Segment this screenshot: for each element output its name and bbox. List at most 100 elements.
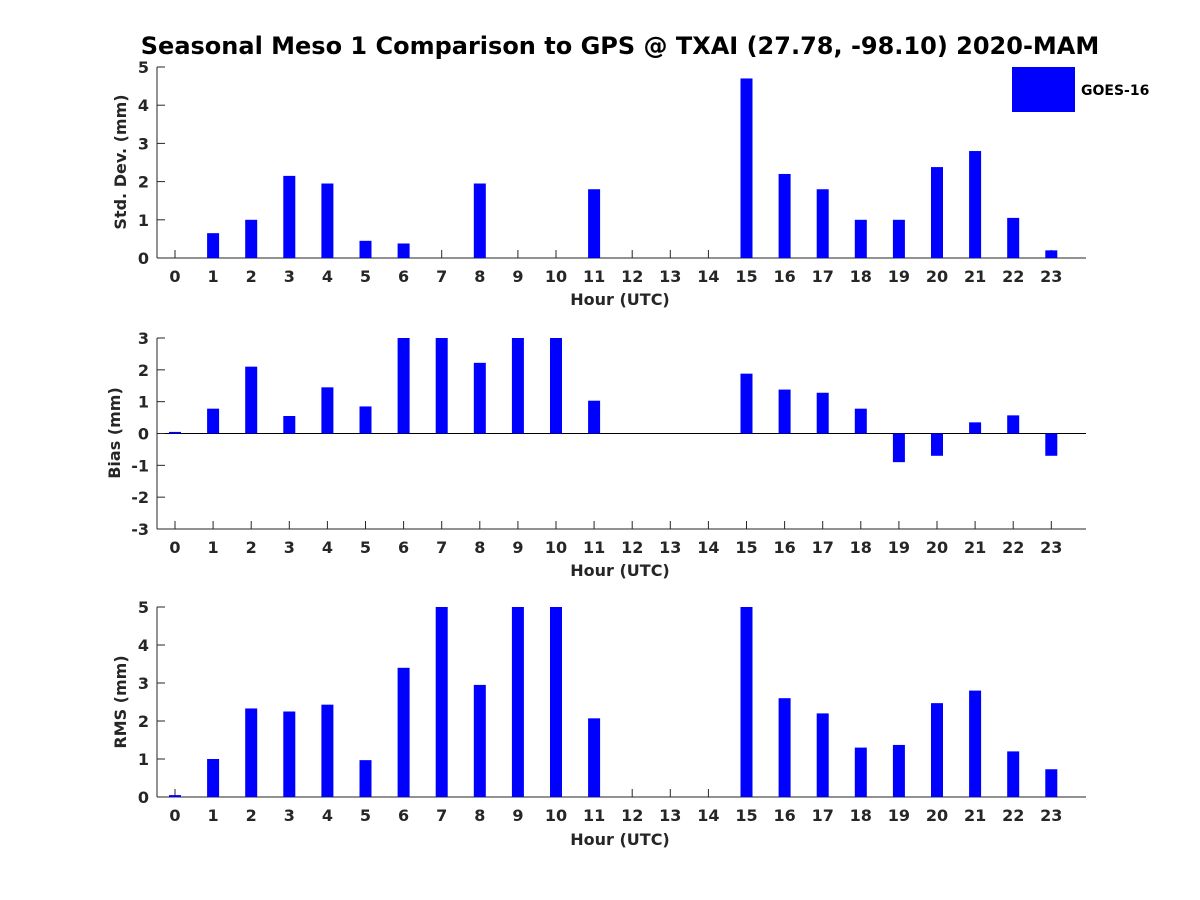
bias-bar-hour-11 [588, 400, 601, 434]
bias-bar-hour-1 [207, 408, 220, 434]
std-dev-xtick-label: 1 [208, 267, 219, 286]
bias-xtick-label: 15 [735, 538, 757, 557]
std-dev-xlabel: Hour (UTC) [570, 290, 670, 309]
rms-ytick-label: 0 [138, 788, 149, 807]
std-dev-xtick-label: 14 [697, 267, 719, 286]
bias-bar-hour-3 [283, 415, 296, 434]
bias-xtick-label: 5 [360, 538, 371, 557]
rms-xtick-label: 10 [545, 806, 567, 825]
bias-bar-hour-19 [892, 433, 905, 463]
rms-xtick-label: 21 [964, 806, 986, 825]
rms-xtick-label: 18 [850, 806, 872, 825]
bias-bar-hour-23 [1045, 433, 1058, 456]
bias-bar-hour-15 [740, 373, 753, 434]
bias-xtick-label: 7 [436, 538, 447, 557]
rms-bar-hour-6 [397, 667, 410, 797]
std-dev-bar-hour-1 [207, 233, 220, 258]
rms-xtick-label: 22 [1002, 806, 1024, 825]
bias-bar-hour-0 [169, 431, 181, 434]
std-dev-xtick-label: 12 [621, 267, 643, 286]
std-dev-xtick-label: 2 [246, 267, 257, 286]
std-dev-xtick-label: 10 [545, 267, 567, 286]
std-dev-xtick-label: 11 [583, 267, 605, 286]
rms-xtick-label: 3 [284, 806, 295, 825]
rms-ytick-label: 5 [138, 598, 149, 617]
bias-bar-hour-2 [245, 366, 258, 434]
rms-ytick-label: 3 [138, 674, 149, 693]
bias-xtick-label: 11 [583, 538, 605, 557]
rms-xtick-label: 1 [208, 806, 219, 825]
std-dev-xtick-label: 15 [735, 267, 757, 286]
legend-label: GOES-16 [1081, 83, 1149, 99]
rms-xtick-label: 9 [512, 806, 523, 825]
std-dev-ytick-label: 3 [138, 134, 149, 153]
bias-xtick-label: 1 [208, 538, 219, 557]
bias-bar-hour-7 [435, 338, 448, 434]
bias-xtick-label: 0 [169, 538, 180, 557]
bias-bar-hour-17 [816, 392, 829, 434]
bias-bar-hour-21 [969, 422, 982, 434]
std-dev-xtick-label: 13 [659, 267, 681, 286]
rms-bar-hour-7 [435, 607, 448, 797]
rms-bar-hour-16 [778, 698, 791, 797]
std-dev-xtick-label: 3 [284, 267, 295, 286]
std-dev-bar-hour-2 [245, 219, 258, 258]
legend: GOES-16 [1012, 67, 1149, 112]
bias-bar-hour-5 [359, 406, 372, 434]
rms-xtick-label: 20 [926, 806, 948, 825]
rms-xtick-label: 12 [621, 806, 643, 825]
std-dev-xtick-label: 4 [322, 267, 333, 286]
bias-ytick-label: 3 [138, 329, 149, 348]
bias-xtick-label: 3 [284, 538, 295, 557]
std-dev-xtick-label: 19 [888, 267, 910, 286]
std-dev-xtick-label: 21 [964, 267, 986, 286]
bias-bar-hour-6 [397, 338, 410, 434]
std-dev-xtick-label: 8 [474, 267, 485, 286]
bias-xtick-label: 16 [773, 538, 795, 557]
bias-xtick-label: 18 [850, 538, 872, 557]
rms-xtick-label: 8 [474, 806, 485, 825]
chart-title: Seasonal Meso 1 Comparison to GPS @ TXAI… [141, 32, 1100, 60]
bias-xtick-label: 9 [512, 538, 523, 557]
std-dev-xtick-label: 23 [1040, 267, 1062, 286]
bias-xtick-label: 22 [1002, 538, 1024, 557]
std-dev-ylabel: Std. Dev. (mm) [111, 94, 130, 229]
rms-xtick-label: 7 [436, 806, 447, 825]
bias-xtick-label: 10 [545, 538, 567, 557]
bias-xtick-label: 12 [621, 538, 643, 557]
bias-ylabel: Bias (mm) [105, 387, 124, 479]
std-dev-bar-hour-22 [1007, 217, 1020, 258]
rms-xtick-label: 19 [888, 806, 910, 825]
std-dev-xtick-label: 18 [850, 267, 872, 286]
std-dev-bar-hour-16 [778, 173, 791, 258]
rms-bar-hour-11 [588, 718, 601, 797]
rms-bar-hour-15 [740, 607, 753, 797]
std-dev-bar-hour-4 [321, 183, 334, 258]
bias-ytick-label: -1 [131, 456, 149, 475]
std-dev-bar-hour-20 [931, 167, 943, 258]
bias-bar-hour-9 [511, 338, 524, 434]
bias-bar-hour-20 [931, 433, 943, 456]
rms-ylabel: RMS (mm) [111, 655, 130, 748]
rms-bar-hour-23 [1045, 769, 1058, 797]
rms-bar-hour-17 [816, 713, 829, 797]
rms-xlabel: Hour (UTC) [570, 830, 670, 849]
std-dev-ytick-label: 2 [138, 173, 149, 192]
rms-bar-hour-3 [283, 711, 296, 797]
rms-xtick-label: 11 [583, 806, 605, 825]
bias-xlabel: Hour (UTC) [570, 561, 670, 580]
bias-ytick-label: 2 [138, 361, 149, 380]
legend-swatch [1012, 67, 1075, 112]
std-dev-bar-hour-6 [397, 243, 410, 258]
rms-xtick-label: 2 [246, 806, 257, 825]
rms-bar-hour-9 [511, 607, 524, 797]
std-dev-bar-hour-15 [740, 78, 753, 259]
bias-bar-hour-16 [778, 389, 791, 434]
bias-xtick-label: 2 [246, 538, 257, 557]
bias-ytick-label: 0 [138, 425, 149, 444]
rms-bar-hour-1 [207, 759, 220, 797]
rms-bar-hour-18 [854, 747, 867, 797]
bias-bar-hour-8 [473, 362, 486, 434]
rms-xtick-label: 16 [773, 806, 795, 825]
